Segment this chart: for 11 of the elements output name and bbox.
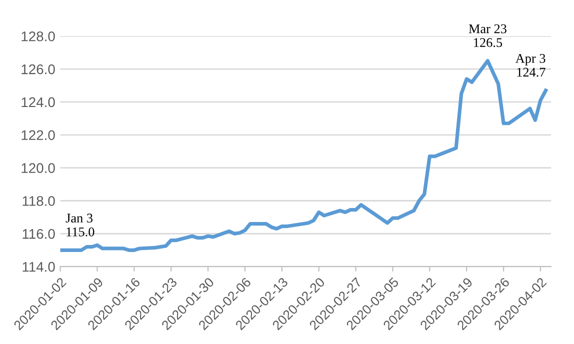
y-tick-label: 114.0	[22, 262, 55, 272]
y-tick-label: 116.0	[22, 229, 55, 239]
y-tick-label: 128.0	[22, 31, 55, 42]
y-tick-label: 124.0	[22, 97, 55, 108]
y-tick-label: 120.0	[22, 163, 55, 173]
annotation: Jan 3 115.0	[66, 214, 94, 236]
y-tick-label: 118.0	[22, 196, 55, 206]
annotation: Mar 23 126.5	[468, 24, 506, 48]
y-tick-label: 126.0	[22, 64, 55, 74]
annotation: Apr 3 124.7	[515, 54, 546, 77]
y-tick-label: 122.0	[22, 130, 55, 140]
